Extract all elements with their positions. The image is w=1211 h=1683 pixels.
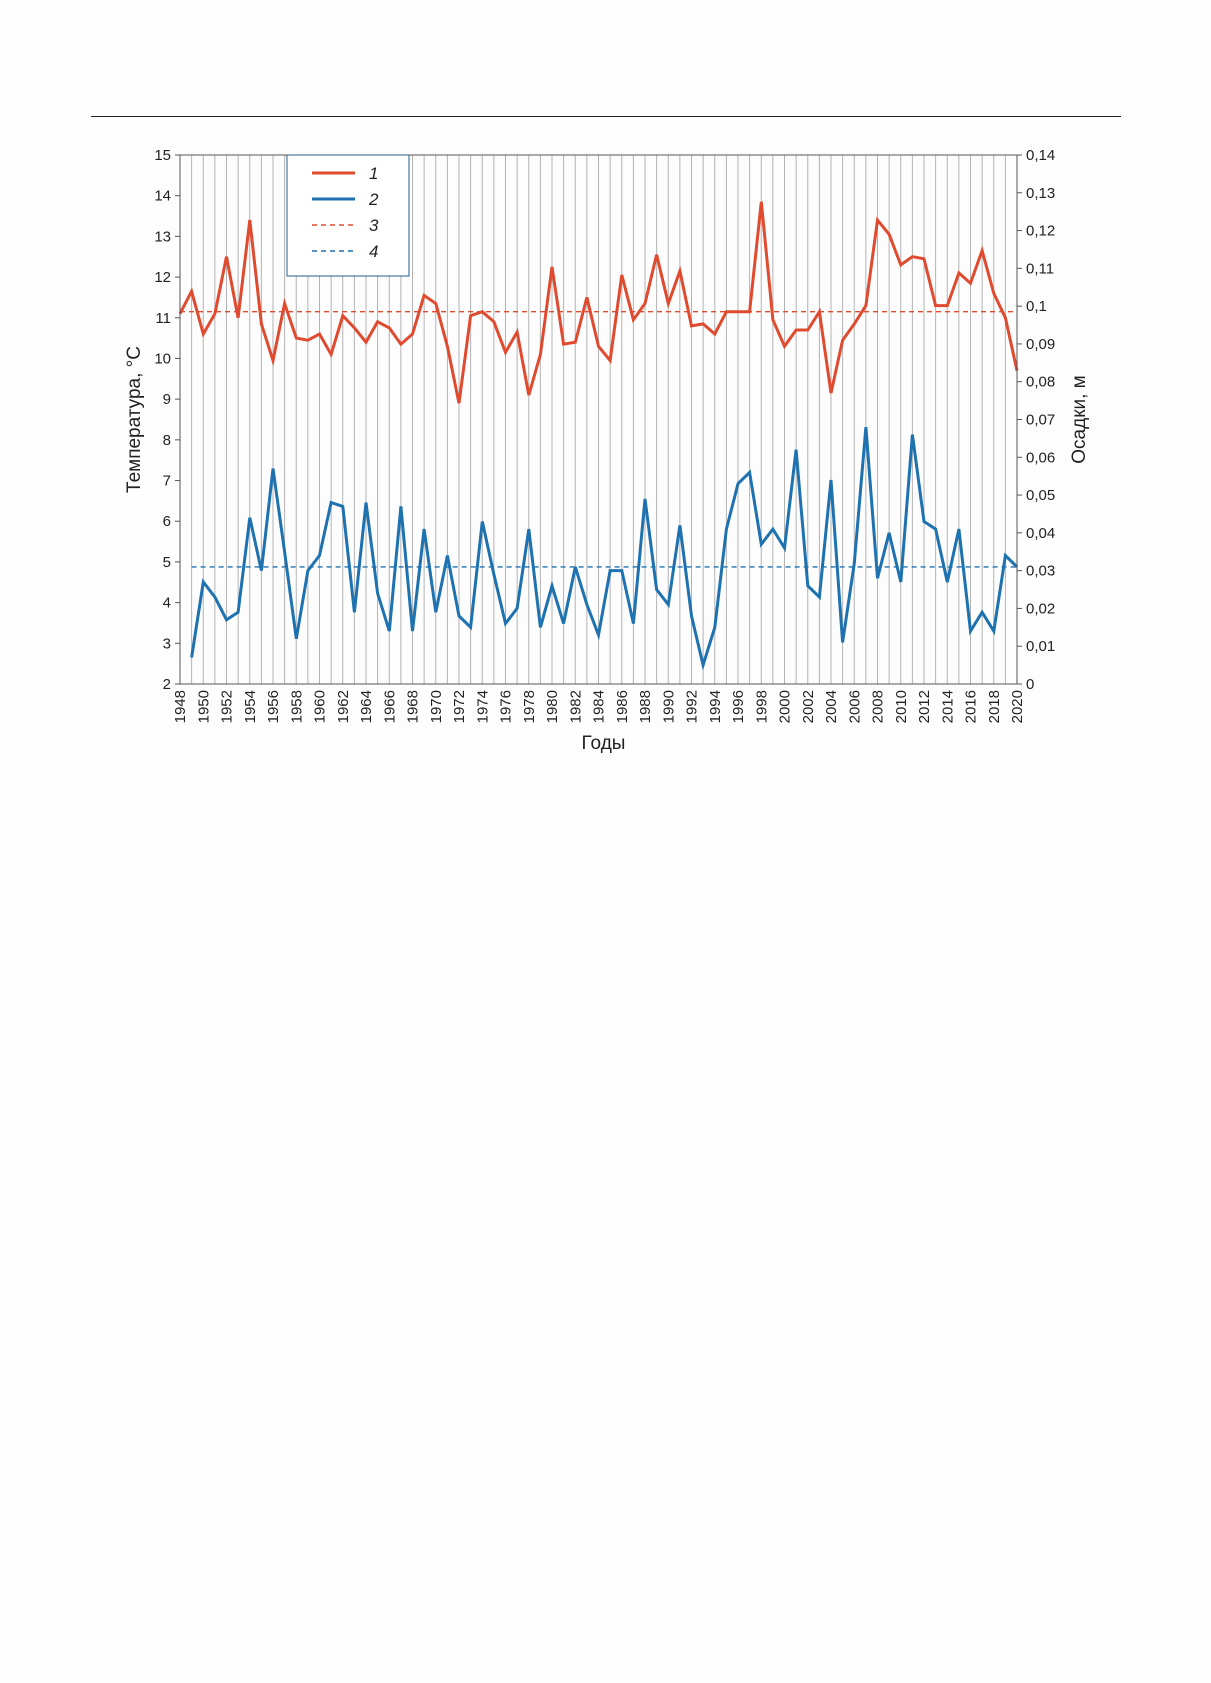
page-top-rule bbox=[91, 116, 1121, 117]
right-tick-label: 0,07 bbox=[1026, 412, 1055, 429]
x-tick-label: 2020 bbox=[1009, 690, 1026, 723]
right-tick-label: 0,03 bbox=[1026, 563, 1055, 580]
left-tick-label: 12 bbox=[154, 269, 171, 286]
x-tick-label: 1994 bbox=[707, 690, 724, 723]
x-tick-label: 1952 bbox=[219, 690, 236, 723]
left-axis-title: Температура, °С bbox=[124, 346, 145, 493]
x-tick-label: 2016 bbox=[963, 690, 980, 723]
x-tick-label: 1992 bbox=[684, 690, 701, 723]
legend-label-4: 4 bbox=[369, 242, 378, 261]
x-tick-label: 1988 bbox=[637, 690, 654, 723]
legend-label-2: 2 bbox=[368, 190, 379, 209]
x-tick-label: 2004 bbox=[823, 690, 840, 723]
right-axis-ticks: 0 0,01 0,02 0,03 0,04 0,05 0,06 0,07 0,08 0,09 0,1… bbox=[1017, 147, 1055, 693]
x-tick-label: 1996 bbox=[730, 690, 747, 723]
x-tick-label: 1974 bbox=[474, 690, 491, 723]
x-tick-label: 1948 bbox=[172, 690, 189, 723]
x-tick-label: 1998 bbox=[753, 690, 770, 723]
x-tick-label: 2006 bbox=[846, 690, 863, 723]
x-tick-label: 1962 bbox=[335, 690, 352, 723]
x-tick-label: 2012 bbox=[916, 690, 933, 723]
left-tick-label: 2 bbox=[163, 676, 171, 693]
x-tick-label: 2002 bbox=[800, 690, 817, 723]
right-tick-label: 0,11 bbox=[1026, 260, 1054, 277]
right-tick-label: 0,1 bbox=[1026, 298, 1047, 315]
right-tick-label: 0,12 bbox=[1026, 223, 1055, 240]
left-tick-label: 15 bbox=[154, 147, 171, 164]
x-tick-label: 1986 bbox=[614, 690, 631, 723]
left-tick-label: 8 bbox=[163, 432, 171, 449]
legend-box bbox=[286, 154, 410, 277]
x-tick-label: 1982 bbox=[567, 690, 584, 723]
series-1-line bbox=[178, 201, 1019, 404]
right-tick-label: 0,09 bbox=[1026, 336, 1055, 353]
right-tick-label: 0 bbox=[1026, 676, 1034, 693]
left-tick-label: 11 bbox=[155, 310, 171, 327]
left-tick-label: 10 bbox=[154, 350, 171, 367]
x-tick-label: 1980 bbox=[544, 690, 561, 723]
x-tick-label: 2000 bbox=[777, 690, 794, 723]
left-tick-label: 7 bbox=[163, 473, 171, 490]
x-tick-label: 2014 bbox=[939, 690, 956, 723]
x-tick-label: 1970 bbox=[428, 690, 445, 723]
series-layer bbox=[178, 201, 1019, 671]
left-tick-label: 6 bbox=[163, 513, 171, 530]
x-tick-label: 2008 bbox=[870, 690, 887, 723]
left-tick-label: 5 bbox=[163, 554, 171, 571]
x-tick-label: 1984 bbox=[591, 690, 608, 723]
x-tick-label: 2018 bbox=[986, 690, 1003, 723]
x-tick-label: 1976 bbox=[498, 690, 515, 723]
x-tick-label: 1964 bbox=[358, 690, 375, 723]
x-tick-label: 1958 bbox=[288, 690, 305, 723]
series-2-line bbox=[190, 426, 1019, 671]
x-axis-ticks: 1948 1950 1952 1954 1956 1958 1960 1962 1964 1966… bbox=[172, 690, 1026, 723]
left-tick-label: 3 bbox=[163, 635, 171, 652]
right-tick-label: 0,13 bbox=[1026, 185, 1055, 202]
x-tick-label: 1990 bbox=[660, 690, 677, 723]
left-tick-label: 4 bbox=[163, 595, 171, 612]
x-tick-label: 1960 bbox=[312, 690, 329, 723]
right-tick-label: 0,04 bbox=[1026, 525, 1055, 542]
right-tick-label: 0,08 bbox=[1026, 374, 1055, 391]
legend-label-3: 3 bbox=[369, 216, 379, 235]
left-tick-label: 9 bbox=[163, 391, 171, 408]
right-axis-title: Осадки, м bbox=[1069, 375, 1090, 463]
right-tick-label: 0,01 bbox=[1026, 638, 1055, 655]
x-tick-label: 1972 bbox=[451, 690, 468, 723]
right-tick-label: 0,14 bbox=[1026, 147, 1055, 164]
right-tick-label: 0,06 bbox=[1026, 449, 1055, 466]
x-tick-label: 1978 bbox=[521, 690, 538, 723]
plot-frame bbox=[179, 154, 1018, 685]
left-tick-label: 13 bbox=[154, 228, 171, 245]
right-tick-label: 0,05 bbox=[1026, 487, 1055, 504]
x-tick-label: 1954 bbox=[242, 690, 259, 723]
x-tick-label: 2010 bbox=[893, 690, 910, 723]
legend: 1 2 3 4 bbox=[286, 154, 410, 277]
x-tick-label: 1950 bbox=[195, 690, 212, 723]
x-tick-label: 1966 bbox=[381, 690, 398, 723]
left-axis-ticks: 2 3 4 5 6 7 8 9 10 11 12 13 14 15 bbox=[154, 147, 180, 693]
left-tick-label: 14 bbox=[154, 188, 171, 205]
x-tick-label: 1956 bbox=[265, 690, 282, 723]
legend-label-1: 1 bbox=[369, 164, 378, 183]
x-tick-label: 1968 bbox=[405, 690, 422, 723]
right-tick-label: 0,02 bbox=[1026, 600, 1055, 617]
x-axis-title: Годы bbox=[582, 733, 626, 754]
